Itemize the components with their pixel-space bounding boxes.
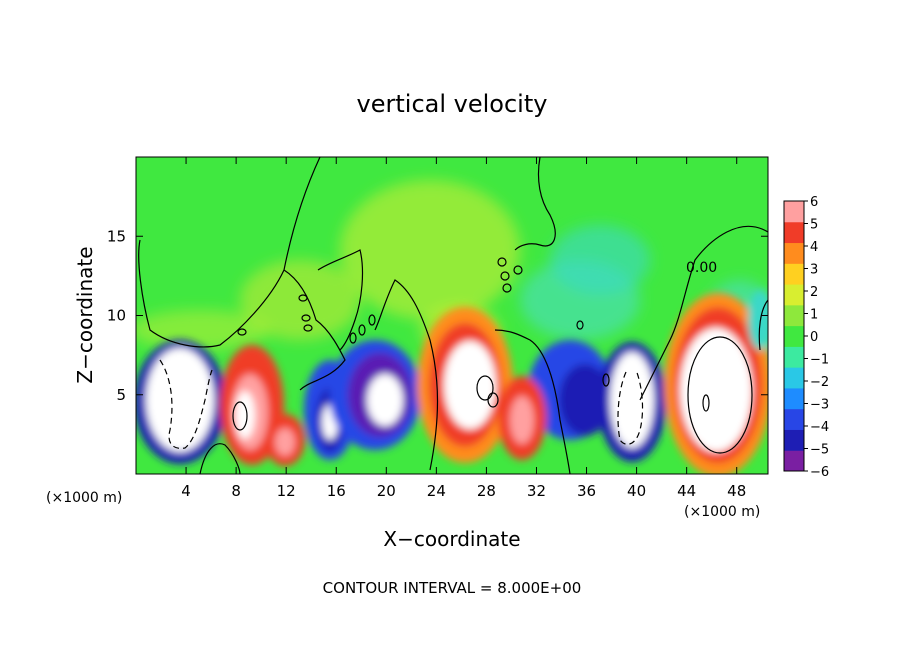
x-tick-label: 8: [231, 482, 241, 500]
x-tick-label: 40: [627, 482, 646, 500]
colorbar: 6 5 4 3 2 1 0 −1 −2 −3 −4 −5 −6: [783, 195, 829, 480]
contour-dashed-2: [617, 369, 644, 445]
x-tick-label: 32: [527, 482, 546, 500]
x-tick-label: 36: [577, 482, 596, 500]
x-unit-right: (×1000 m): [684, 504, 760, 520]
colorbar-tick-label: −6: [810, 465, 829, 480]
x-tick-label: 44: [677, 482, 696, 500]
x-unit-left: (×1000 m): [46, 490, 122, 506]
contour-loop-2: [303, 324, 313, 332]
colorbar-swatch: [784, 429, 804, 451]
plot-area: 0.00: [136, 157, 768, 474]
contour-loop-18: [487, 392, 499, 408]
colorbar-tick-label: −3: [810, 398, 829, 413]
contour-label: 0.00: [686, 260, 717, 276]
colorbar-tick-label: −4: [810, 420, 829, 435]
x-tick-label: 28: [477, 482, 496, 500]
x-axis-label: X−coordinate: [383, 527, 520, 551]
contour-zero-right-top: [514, 157, 556, 251]
colorbar-swatch: [784, 284, 804, 306]
contour-loop-6: [368, 314, 376, 326]
y-axis: 5 10 15: [107, 227, 768, 404]
contour-interval-note: CONTOUR INTERVAL = 8.000E+00: [323, 579, 582, 597]
y-tick-label: 10: [107, 307, 126, 325]
colorbar-swatch: [784, 367, 804, 389]
colorbar-tick-label: −2: [810, 375, 829, 390]
colorbar-swatch: [784, 450, 804, 472]
colorbar-tick-label: −5: [810, 443, 829, 458]
contour-zero-mid: [283, 269, 346, 391]
contour-loop-4: [349, 332, 357, 344]
contour-loop-8: [497, 257, 507, 267]
contour-zero-center: [374, 279, 439, 471]
x-tick-label: 24: [427, 482, 446, 500]
colorbar-swatch: [784, 263, 804, 285]
contour-loop-12: [576, 320, 584, 330]
y-tick-label: 15: [107, 227, 126, 245]
colorbar-tick-label: 6: [810, 195, 818, 210]
contour-loop-11: [513, 265, 523, 275]
contour-zero-left: [138, 157, 321, 348]
colorbar-tick-label: −1: [810, 353, 829, 368]
contour-loop-16: [232, 401, 248, 431]
x-tick-label: 20: [377, 482, 396, 500]
contour-loop-15: [702, 394, 710, 412]
x-tick-label: 4: [181, 482, 191, 500]
chart-title: vertical velocity: [357, 90, 548, 118]
colorbar-tick-label: 0: [810, 330, 818, 345]
contour-dashed-1: [159, 359, 213, 450]
contour-zero-bottom-left: [199, 443, 241, 474]
contour-loop-17: [476, 375, 494, 401]
y-axis-label: Z−coordinate: [73, 246, 97, 383]
field-cells-layer: [136, 290, 768, 474]
colorbar-tick-label: 1: [810, 308, 818, 323]
contour-loop-14: [687, 336, 753, 454]
x-tick-label: 12: [277, 482, 296, 500]
colorbar-swatch: [784, 408, 804, 430]
y-tick-label: 5: [116, 386, 126, 404]
colorbar-swatch: [784, 304, 804, 327]
colorbar-tick-label: 5: [810, 218, 818, 233]
contour-loop-9: [500, 271, 510, 281]
contour-loop-1: [301, 314, 311, 322]
x-tick-label: 48: [727, 482, 746, 500]
contour-loop-13: [602, 373, 610, 387]
contour-loop-10: [502, 283, 512, 293]
contour-loop-5: [358, 324, 366, 336]
contour-loop-7: [237, 328, 247, 336]
colorbar-tick-label: 2: [810, 285, 818, 300]
contour-zero-right-edge: [758, 299, 768, 351]
colorbar-tick-label: 4: [810, 240, 818, 255]
contour-zero-ridge: [317, 249, 364, 351]
contour-zero-right: [639, 225, 768, 401]
contour-lines: [138, 157, 768, 474]
contour-loop-3: [298, 294, 308, 302]
colorbar-swatch: [784, 242, 804, 264]
x-tick-label: 16: [327, 482, 346, 500]
colorbar-swatch: [784, 221, 804, 244]
colorbar-tick-label: 3: [810, 263, 818, 278]
x-axis: 4 8 12 16 20 24 28 32 36 40 44 48: [181, 157, 746, 500]
colorbar-swatch: [784, 201, 804, 223]
contour-zero-mid2: [494, 329, 571, 474]
colorbar-swatch: [784, 325, 804, 347]
colorbar-swatch: [784, 346, 804, 368]
colorbar-swatch: [784, 387, 804, 410]
